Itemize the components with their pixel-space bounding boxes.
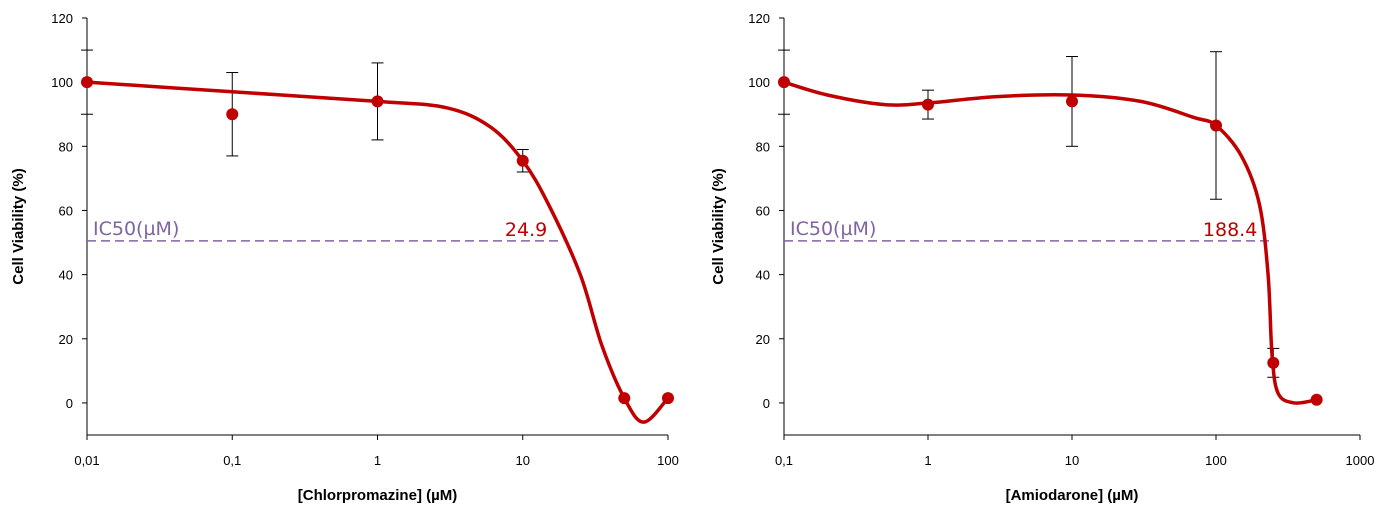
y-tick-label: 60	[59, 203, 73, 218]
x-tick-label: 0,1	[775, 453, 793, 468]
y-tick-label: 60	[756, 203, 770, 218]
fit-curve	[782, 80, 1319, 405]
x-tick-label: 0,01	[74, 453, 99, 468]
data-point	[516, 154, 529, 167]
y-tick-label: 20	[59, 332, 73, 347]
data-point	[662, 392, 674, 405]
x-tick-label: 1000	[1346, 453, 1375, 468]
ic50-value: 24.9	[505, 219, 547, 241]
data-point	[1210, 119, 1222, 132]
y-tick-label: 80	[756, 139, 770, 154]
data-point	[778, 76, 790, 89]
data-point	[922, 98, 934, 111]
y-tick-label: 120	[51, 11, 73, 26]
y-tick-label: 80	[59, 139, 73, 154]
x-tick-label: 1	[924, 453, 931, 468]
data-point	[618, 392, 631, 405]
chlorpromazine-chart: 0 20 40 60 80 100 120 0,01 0,1 1 10 100 [Chlorpromaz…	[10, 11, 679, 504]
y-tick-label: 40	[756, 268, 770, 283]
x-tick-label: 0,1	[223, 453, 241, 468]
y-axis-title: Cell Viability (%)	[10, 168, 27, 284]
y-tick-label: 0	[763, 396, 770, 411]
x-axis-title: [Amiodarone] (µM)	[1006, 487, 1139, 504]
data-point	[1267, 356, 1280, 369]
ic50-label: IC50(µM)	[93, 218, 179, 240]
y-tick-label: 0	[66, 396, 73, 411]
data-point	[1066, 95, 1078, 108]
data-point	[226, 108, 239, 121]
ic50-label: IC50(µM)	[790, 218, 876, 240]
data-point	[81, 76, 93, 89]
x-tick-label: 1	[374, 453, 381, 468]
ic50-value: 188.4	[1203, 219, 1257, 241]
y-tick-label: 100	[748, 75, 770, 90]
x-axis-title: [Chlorpromazine] (µM)	[298, 487, 457, 504]
x-tick-label: 10	[516, 453, 530, 468]
y-axis-title: Cell Viability (%)	[710, 168, 727, 284]
amiodarone-chart-panel: 0 20 40 60 80 100 120 0,1 1 10 100 1000 [Amiodarone]…	[700, 0, 1397, 510]
y-tick-label: 40	[59, 268, 73, 283]
y-tick-label: 20	[756, 332, 770, 347]
data-point	[371, 95, 384, 108]
amiodarone-chart: 0 20 40 60 80 100 120 0,1 1 10 100 1000 [Amiodarone]…	[710, 11, 1375, 504]
x-tick-label: 10	[1065, 453, 1079, 468]
data-point	[1310, 393, 1323, 406]
x-tick-label: 100	[657, 453, 679, 468]
y-tick-label: 120	[748, 11, 770, 26]
y-tick-label: 100	[51, 75, 73, 90]
chlorpromazine-chart-panel: 0 20 40 60 80 100 120 0,01 0,1 1 10 100 [Chlorpromaz…	[10, 11, 679, 504]
x-tick-label: 100	[1205, 453, 1227, 468]
